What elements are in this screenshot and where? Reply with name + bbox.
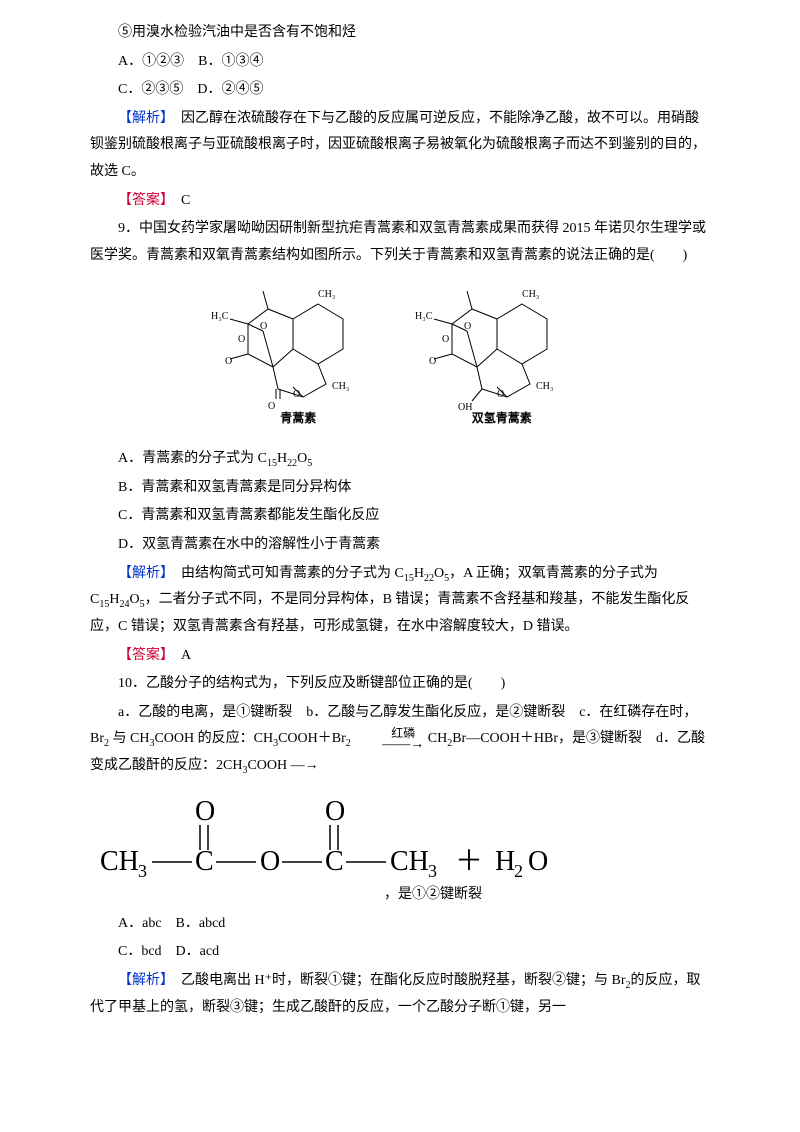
q8-answer-text: C — [167, 193, 190, 208]
svg-text:O: O — [195, 796, 215, 827]
explain-label: 【解析】 — [118, 973, 167, 988]
svg-text:＋: ＋ — [455, 846, 483, 877]
q9-opt-d: D．双氢青蒿素在水中的溶解性小于青蒿素 — [90, 532, 710, 559]
svg-text:CH: CH — [100, 846, 139, 877]
svg-text:O: O — [497, 389, 504, 400]
answer-label: 【答案】 — [118, 193, 167, 208]
q9-answer: 【答案】 A — [90, 643, 710, 670]
q9-explain: 【解析】 由结构简式可知青蒿素的分子式为 C15H22O5，A 正确；双氧青蒿素… — [90, 561, 710, 641]
q10-stem: 10．乙酸分子的结构式为，下列反应及断键部位正确的是( ) — [90, 671, 710, 698]
svg-text:CH₃: CH₃ — [332, 381, 349, 392]
q8-opt-a: A．①②③ B．①③④ — [90, 49, 710, 76]
acetic-anhydride-structure: CH 3 C O O C O CH 3 ＋ H 2 O — [90, 795, 710, 885]
svg-text:3: 3 — [428, 861, 437, 881]
svg-text:H₃C: H₃C — [415, 311, 433, 322]
q10-abc: a．乙酸的电离，是①键断裂 b．乙酸与乙醇发生酯化反应，是②键断裂 c．在红磷存… — [90, 700, 710, 780]
fig-qinghaosu: CH₃ H₃C O O O O O CH₃ 青蒿素 — [208, 279, 388, 429]
q8-explain: 【解析】 因乙醇在浓硫酸存在下与乙酸的反应属可逆反应，不能除净乙酸，故不可以。用… — [90, 106, 710, 186]
answer-label: 【答案】 — [118, 648, 167, 663]
svg-text:O: O — [293, 389, 300, 400]
svg-text:H₃C: H₃C — [211, 311, 229, 322]
arrow-icon: ――→ — [354, 739, 424, 752]
svg-text:CH₃: CH₃ — [536, 381, 553, 392]
q9-opt-c: C．青蒿素和双氢青蒿素都能发生酯化反应 — [90, 503, 710, 530]
q8-line5: ⑤用溴水检验汽油中是否含有不饱和烃 — [90, 20, 710, 47]
q9-opt-b: B．青蒿素和双氢青蒿素是同分异构体 — [90, 475, 710, 502]
page: ⑤用溴水检验汽油中是否含有不饱和烃 A．①②③ B．①③④ C．②③⑤ D．②④… — [0, 0, 800, 1132]
svg-text:O: O — [429, 356, 436, 367]
svg-text:O: O — [260, 321, 267, 332]
q8-opt-c: C．②③⑤ D．②④⑤ — [90, 77, 710, 104]
svg-text:H: H — [495, 846, 515, 877]
svg-text:O: O — [238, 334, 245, 345]
q10-opt-a: A．abc B．abcd — [90, 911, 710, 938]
svg-text:3: 3 — [138, 861, 147, 881]
svg-text:O: O — [325, 796, 345, 827]
svg-text:C: C — [325, 846, 344, 877]
svg-text:O: O — [528, 846, 548, 877]
svg-text:C: C — [195, 846, 214, 877]
svg-text:O: O — [464, 321, 471, 332]
explain-label: 【解析】 — [118, 566, 167, 581]
explain-label: 【解析】 — [118, 111, 167, 126]
q9-figures: CH₃ H₃C O O O O O CH₃ 青蒿素 — [90, 279, 710, 440]
svg-text:CH: CH — [390, 846, 429, 877]
fig-dihydro: CH₃ H₃C O O O OH O CH₃ 双氢青蒿素 — [412, 279, 592, 429]
reaction-arrow: 红磷 ――→ — [354, 727, 424, 752]
fig2-caption: 双氢青蒿素 — [412, 407, 592, 430]
q9-opt-a: A．青蒿素的分子式为 C15H22O5 — [90, 446, 710, 473]
q10-opt-c: C．bcd D．acd — [90, 939, 710, 966]
svg-text:O: O — [260, 846, 280, 877]
q8-answer: 【答案】 C — [90, 188, 710, 215]
svg-text:CH₃: CH₃ — [318, 289, 335, 300]
q10-chem-tail: xxxxxxxxxxxxxxxxxxxxxxxxxxxxxxxxxxxxxxxx… — [90, 882, 710, 909]
svg-text:2: 2 — [514, 861, 523, 881]
fig1-caption: 青蒿素 — [208, 407, 388, 430]
svg-text:CH₃: CH₃ — [522, 289, 539, 300]
q9-stem: 9．中国女药学家屠呦呦因研制新型抗疟青蒿素和双氢青蒿素成果而获得 2015 年诺… — [90, 216, 710, 269]
svg-text:O: O — [225, 356, 232, 367]
q10-explain: 【解析】 乙酸电离出 H⁺时，断裂①键；在酯化反应时酸脱羟基，断裂②键；与 Br… — [90, 968, 710, 1021]
svg-text:O: O — [442, 334, 449, 345]
q8-explain-text: 因乙醇在浓硫酸存在下与乙酸的反应属可逆反应，不能除净乙酸，故不可以。用硝酸钡鉴别… — [90, 111, 706, 179]
